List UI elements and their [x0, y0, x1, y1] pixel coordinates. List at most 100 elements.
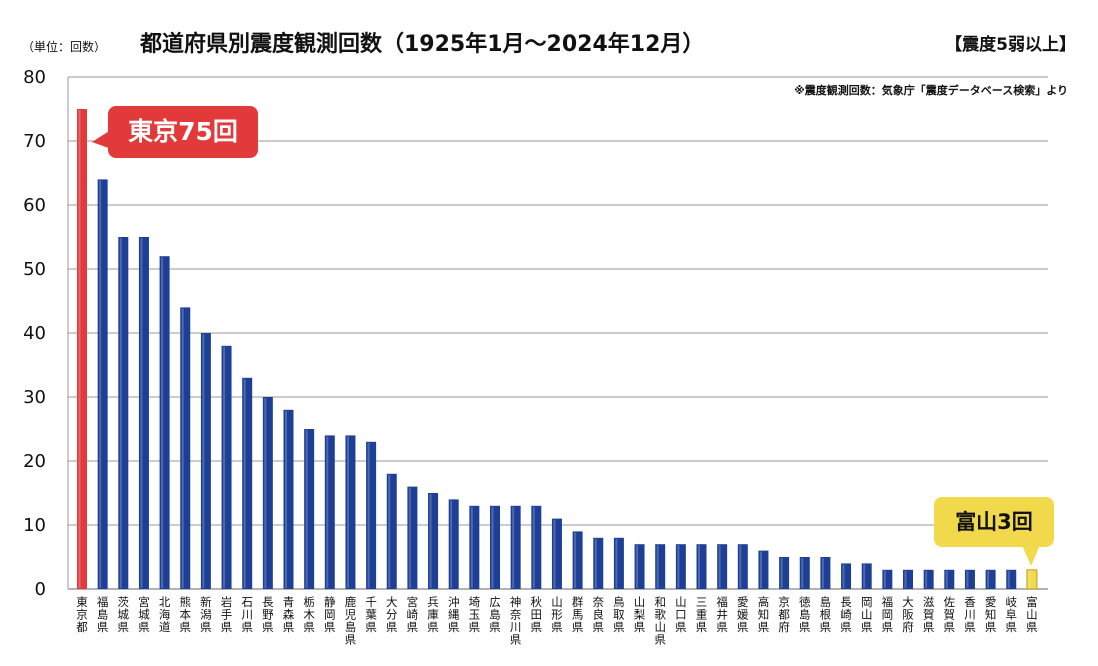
unit-label: （単位：回数） [22, 40, 107, 54]
bar-highlight [780, 558, 783, 588]
bar-highlight [945, 570, 948, 588]
x-tick-label: 静岡県 [324, 595, 336, 634]
bar-highlight [408, 487, 411, 588]
toyama-callout: 富山3回 [934, 497, 1054, 547]
x-tick-label: 島根県 [820, 595, 832, 634]
x-tick-label: 長野県 [262, 595, 274, 634]
bar [304, 429, 315, 589]
bar [655, 544, 666, 589]
bar [820, 557, 831, 589]
bar-highlight [718, 545, 721, 588]
x-tick-label: 愛知県 [985, 595, 997, 634]
bar-highlight [739, 545, 742, 588]
x-tick-label: 宮城県 [138, 595, 150, 634]
x-tick-label: 神奈川県 [510, 595, 522, 647]
bar [366, 441, 377, 589]
bar [964, 569, 975, 589]
bar-highlight [264, 398, 267, 588]
bar-highlight [161, 257, 164, 588]
x-tick-label: 茨城県 [118, 595, 130, 634]
bar [779, 557, 790, 589]
x-tick-label: 岐阜県 [1006, 595, 1018, 634]
bar [386, 473, 397, 589]
bar-highlight [326, 436, 329, 588]
y-tick-label: 70 [23, 131, 46, 152]
bar-highlight [821, 558, 824, 588]
x-tick-label: 広島県 [489, 595, 501, 634]
x-tick-label: 岡山県 [861, 595, 873, 634]
x-tick-label: 滋賀県 [923, 595, 935, 634]
x-tick-label: 三重県 [696, 595, 708, 634]
bar-highlight [470, 506, 473, 588]
x-tick-label: 愛媛県 [737, 595, 749, 634]
bar-highlight [842, 564, 845, 588]
bar [551, 518, 562, 589]
bar [490, 505, 500, 589]
x-tick-label: 青森県 [283, 595, 295, 634]
x-tick-label: 北海道 [159, 595, 171, 634]
bar-highlight [574, 532, 577, 588]
bar-highlight [883, 570, 886, 588]
bar [345, 435, 356, 589]
bar-highlight [656, 545, 659, 588]
toyama-callout-pointer [1022, 545, 1040, 566]
bar [1026, 569, 1038, 590]
bar-highlight [987, 570, 990, 588]
x-tick-label: 千葉県 [365, 595, 377, 634]
bar [159, 256, 170, 589]
bar [841, 563, 852, 589]
bar-highlight [636, 545, 639, 588]
bar-highlight [966, 570, 969, 588]
bar [97, 179, 108, 589]
x-tick-label: 福島県 [97, 595, 109, 634]
y-tick-label: 40 [23, 323, 46, 344]
bar-highlight [181, 308, 184, 588]
x-tick-label: 香川県 [964, 595, 976, 634]
bar [180, 307, 191, 589]
x-tick-label: 石川県 [241, 595, 253, 634]
x-tick-label: 長崎県 [840, 595, 852, 634]
bar [861, 563, 872, 589]
bar [882, 569, 893, 589]
bar-highlight [904, 570, 907, 588]
bar [1006, 569, 1017, 589]
bar [572, 531, 583, 589]
x-tick-label: 沖縄県 [448, 595, 460, 634]
bar [138, 237, 149, 589]
x-tick-label: 高知県 [758, 595, 770, 634]
source-note: ※震度観測回数：気象庁「震度データベース検索」より [794, 84, 1068, 97]
bar [510, 505, 521, 589]
bar-highlight [698, 545, 700, 588]
bar [469, 505, 480, 589]
bar-highlight [429, 494, 432, 588]
x-tick-label: 山口県 [675, 595, 687, 634]
y-tick-label: 60 [23, 195, 46, 216]
bar [985, 569, 996, 589]
x-tick-label: 鳥取県 [613, 595, 625, 634]
bar [696, 544, 707, 589]
bar [675, 544, 686, 589]
x-tick-label: 福井県 [716, 595, 728, 634]
bar-highlight [285, 410, 287, 588]
bar-highlight [925, 570, 928, 588]
bar-highlight [388, 474, 391, 588]
x-tick-label: 秋田県 [531, 595, 543, 634]
x-tick-label: 佐賀県 [944, 595, 956, 634]
x-tick-label: 福岡県 [882, 595, 894, 634]
x-tick-label: 熊本県 [180, 595, 192, 634]
x-tick-label: 宮崎県 [407, 595, 419, 634]
bar-highlight [99, 180, 102, 588]
bar-highlight [512, 506, 515, 588]
y-tick-label: 50 [23, 259, 46, 280]
tokyo-callout: 東京75回 [108, 106, 258, 158]
bar-highlight [346, 436, 349, 588]
bar-highlight [223, 346, 226, 588]
bar-highlight [615, 538, 618, 588]
bar [613, 537, 624, 589]
x-tick-label: 山梨県 [634, 595, 646, 634]
x-tick-label: 大分県 [386, 595, 398, 634]
x-tick-label: 新潟県 [200, 595, 212, 634]
intensity-filter-label: 【震度5弱以上】 [945, 35, 1076, 55]
